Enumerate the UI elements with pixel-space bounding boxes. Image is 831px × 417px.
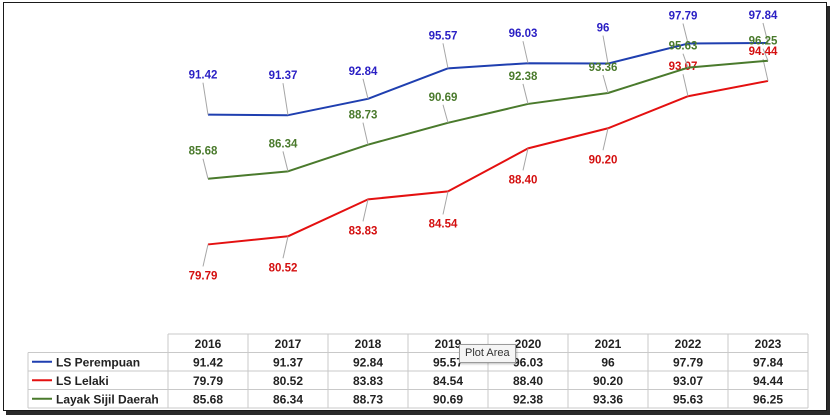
table-cell: 79.79 xyxy=(193,374,223,388)
data-label: 96.03 xyxy=(509,28,538,40)
data-label: 91.37 xyxy=(269,70,298,82)
table-cell: 97.79 xyxy=(673,356,703,370)
data-label: 90.69 xyxy=(429,92,458,104)
legend-label: LS Perempuan xyxy=(56,356,140,370)
table-cell: 88.73 xyxy=(353,393,383,407)
legend-label: Layak Sijil Daerah xyxy=(56,393,159,407)
series-line-2 xyxy=(207,59,769,180)
table-cell: 86.34 xyxy=(273,393,303,407)
data-label: 96 xyxy=(597,23,610,35)
table-cell: 85.68 xyxy=(193,393,223,407)
leader-line xyxy=(522,83,529,105)
table-cell: 93.36 xyxy=(593,393,623,407)
data-label: 95.57 xyxy=(429,30,458,42)
leader-line xyxy=(442,43,449,69)
leader-line xyxy=(282,83,289,116)
data-label: 97.79 xyxy=(669,11,698,23)
data-label: 93.36 xyxy=(589,62,618,74)
table-cell: 91.42 xyxy=(193,356,223,370)
data-label: 92.38 xyxy=(509,71,538,83)
legend-label: LS Lelaki xyxy=(56,374,109,388)
leader-line xyxy=(522,148,529,171)
table-header-year: 2022 xyxy=(675,337,702,351)
leader-line xyxy=(522,41,529,64)
table-cell: 90.20 xyxy=(593,374,623,388)
leader-line xyxy=(602,128,609,151)
data-label: 84.54 xyxy=(429,218,458,230)
leader-line xyxy=(362,122,369,145)
data-label: 90.20 xyxy=(589,154,618,166)
table-header-year: 2016 xyxy=(195,337,222,351)
leader-line xyxy=(682,53,689,68)
leader-line xyxy=(202,244,209,267)
data-label: 88.40 xyxy=(509,174,538,186)
data-label: 91.42 xyxy=(189,70,218,82)
table-cell: 90.69 xyxy=(433,393,463,407)
leader-line xyxy=(442,104,449,123)
leader-line xyxy=(602,74,609,94)
table-header-year: 2018 xyxy=(355,337,382,351)
table-cell: 94.44 xyxy=(753,374,783,388)
chart-frame xyxy=(3,2,827,411)
leader-line xyxy=(202,158,209,179)
table-header-year: 2019 xyxy=(435,337,462,351)
table-cell: 93.07 xyxy=(673,374,703,388)
data-label: 94.44 xyxy=(749,46,778,58)
table-header-year: 2023 xyxy=(755,337,782,351)
leader-line xyxy=(762,58,769,82)
data-label: 97.84 xyxy=(749,10,778,22)
plot-area-tooltip: Plot Area xyxy=(459,344,516,363)
data-label: 86.34 xyxy=(269,138,298,150)
data-label: 92.84 xyxy=(349,66,378,78)
data-label: 88.73 xyxy=(349,110,378,122)
table-cell: 96.03 xyxy=(513,356,543,370)
leader-line xyxy=(202,82,209,115)
data-label: 83.83 xyxy=(349,225,378,237)
table-cell: 95.63 xyxy=(673,393,703,407)
table-cell: 88.40 xyxy=(513,374,543,388)
leader-line xyxy=(762,22,769,44)
data-label: 85.68 xyxy=(189,146,218,158)
table-cell: 96 xyxy=(601,356,615,370)
table-cell: 83.83 xyxy=(353,374,383,388)
table-cell: 96.25 xyxy=(753,393,783,407)
leader-line xyxy=(602,35,609,64)
table-header-year: 2021 xyxy=(595,337,622,351)
data-label: 96.25 xyxy=(749,36,778,48)
leader-line xyxy=(682,74,689,97)
table-cell: 92.38 xyxy=(513,393,543,407)
series-line-1 xyxy=(207,79,769,246)
data-label: 80.52 xyxy=(269,262,298,274)
table-cell: 97.84 xyxy=(753,356,783,370)
leader-line xyxy=(442,191,449,215)
leader-line xyxy=(282,151,289,172)
leader-line xyxy=(682,23,689,44)
table-cell: 84.54 xyxy=(433,374,463,388)
table-cell: 91.37 xyxy=(273,356,303,370)
leader-line xyxy=(282,236,289,259)
table-cell: 80.52 xyxy=(273,374,303,388)
table-header-year: 2020 xyxy=(515,337,542,351)
leader-line xyxy=(362,78,369,99)
table-cell: 92.84 xyxy=(353,356,383,370)
data-label: 93.07 xyxy=(669,61,698,73)
table-cell: 95.57 xyxy=(433,356,463,370)
leader-line xyxy=(362,199,369,222)
leader-line xyxy=(762,48,769,61)
data-label: 95.63 xyxy=(669,41,698,53)
table-header-year: 2017 xyxy=(275,337,302,351)
series-line-0 xyxy=(207,42,769,117)
data-label: 79.79 xyxy=(189,270,218,282)
